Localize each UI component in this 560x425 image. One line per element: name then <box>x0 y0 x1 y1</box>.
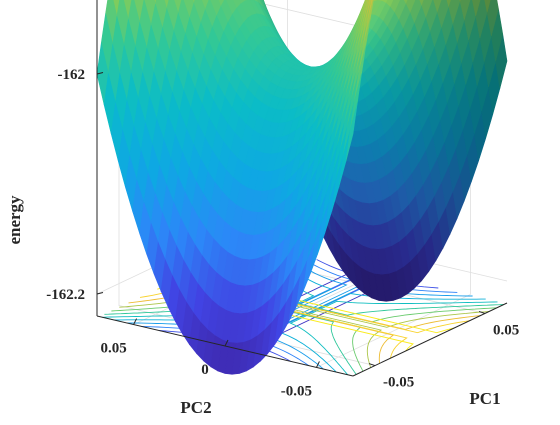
y-axis-label: PC2 <box>180 398 211 417</box>
z-axis-label: energy <box>5 195 24 245</box>
x-tick-label: -0.05 <box>383 375 414 391</box>
y-tick-label: -0.05 <box>281 383 312 399</box>
z-tick-label: -162.2 <box>46 287 85 303</box>
x-axis-label: PC1 <box>469 389 500 408</box>
y-tick-label: 0 <box>201 362 209 378</box>
y-tick-label: 0.05 <box>100 341 126 357</box>
z-tick-label: -162 <box>58 67 86 83</box>
x-tick-label: 0.05 <box>493 322 519 338</box>
